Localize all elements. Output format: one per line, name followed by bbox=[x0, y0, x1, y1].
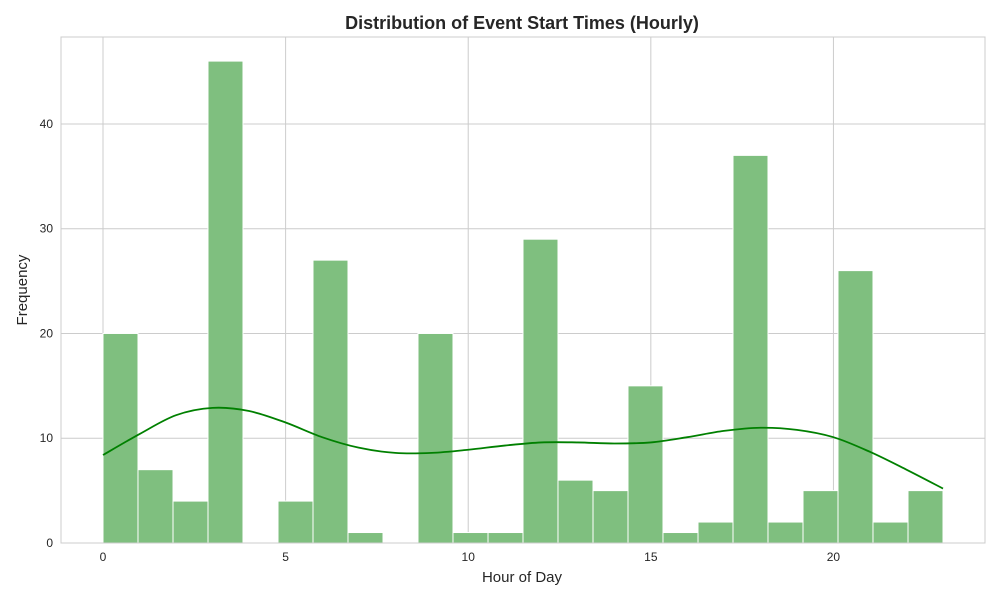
histogram-bar bbox=[768, 522, 803, 543]
histogram-bar bbox=[838, 271, 873, 543]
histogram-bar bbox=[873, 522, 908, 543]
x-tick-label: 15 bbox=[644, 550, 658, 564]
y-tick-label: 40 bbox=[40, 117, 54, 131]
x-tick-label: 10 bbox=[462, 550, 476, 564]
y-tick-label: 0 bbox=[46, 536, 53, 550]
histogram-bar bbox=[558, 480, 593, 543]
histogram-bar bbox=[208, 61, 243, 543]
histogram-bar bbox=[138, 470, 173, 543]
histogram-bar bbox=[523, 239, 558, 543]
histogram-bar bbox=[278, 501, 313, 543]
x-tick-label: 0 bbox=[100, 550, 107, 564]
histogram-bar bbox=[733, 155, 768, 543]
histogram-bar bbox=[593, 491, 628, 543]
bars-layer bbox=[103, 61, 943, 543]
histogram-bar bbox=[313, 260, 348, 543]
histogram-bar bbox=[453, 533, 488, 543]
y-tick-label: 20 bbox=[40, 326, 54, 340]
histogram-bar bbox=[803, 491, 838, 543]
y-tick-label: 30 bbox=[40, 222, 54, 236]
histogram-bar bbox=[698, 522, 733, 543]
histogram-bar bbox=[348, 533, 383, 543]
x-tick-label: 20 bbox=[827, 550, 841, 564]
x-tick-label: 5 bbox=[282, 550, 289, 564]
histogram-bar bbox=[663, 533, 698, 543]
x-axis-label: Hour of Day bbox=[482, 569, 563, 586]
histogram-bar bbox=[418, 333, 453, 543]
histogram-bar bbox=[908, 491, 943, 543]
histogram-bar bbox=[628, 386, 663, 543]
y-tick-label: 10 bbox=[40, 431, 54, 445]
y-axis-label: Frequency bbox=[14, 254, 31, 325]
histogram-bar bbox=[488, 533, 523, 543]
histogram-bar bbox=[173, 501, 208, 543]
chart-title: Distribution of Event Start Times (Hourl… bbox=[345, 13, 699, 33]
